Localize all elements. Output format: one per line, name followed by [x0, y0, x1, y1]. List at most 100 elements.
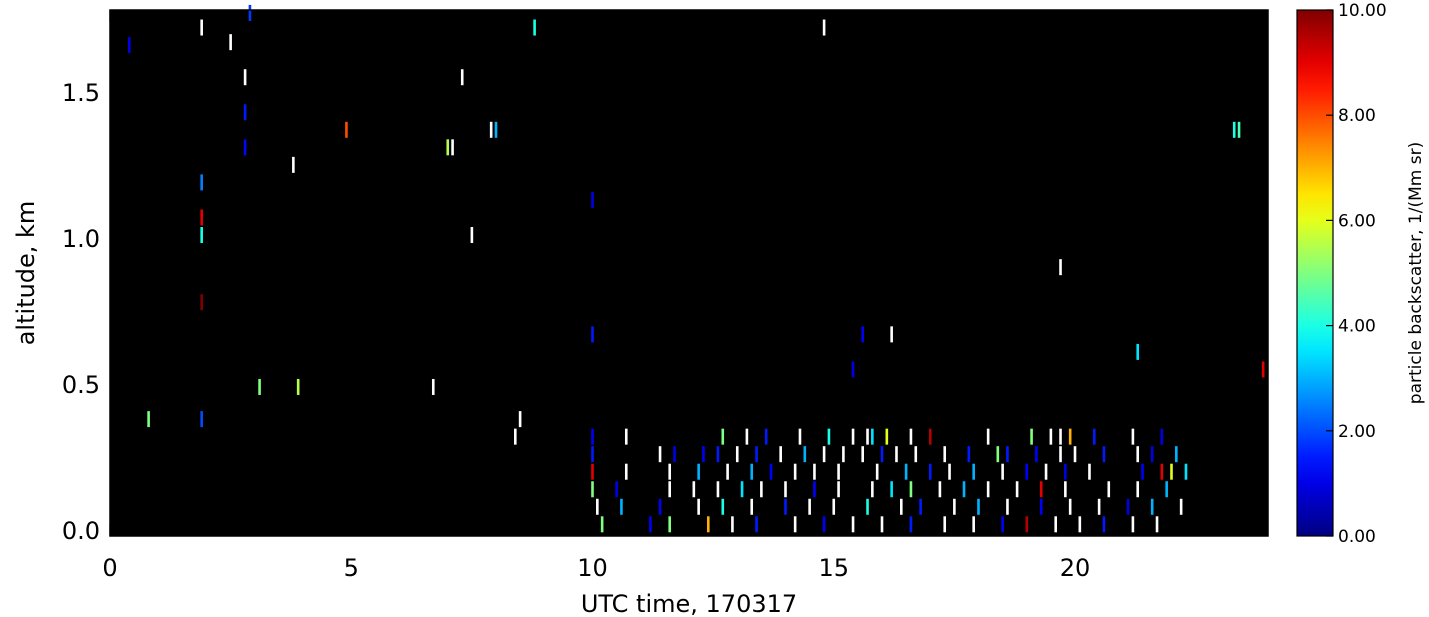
data-cell [431, 378, 435, 395]
data-cell [1179, 498, 1183, 515]
data-cell [909, 428, 913, 445]
data-cell [938, 481, 942, 498]
data-cell [948, 463, 951, 480]
data-cell [1006, 446, 1009, 463]
data-cell [986, 481, 990, 498]
data-cell [1237, 121, 1241, 138]
data-cell [793, 516, 797, 533]
data-cell [1049, 428, 1053, 445]
data-cell [875, 463, 879, 480]
data-cell [147, 411, 150, 428]
x-tick-label: 5 [344, 554, 359, 582]
data-cell [200, 294, 203, 311]
data-cell [1025, 463, 1029, 480]
data-cell [615, 481, 618, 498]
data-cell [1102, 516, 1106, 533]
colorbar-tick-label: 6.00 [1338, 211, 1376, 231]
colorbar-title: particle backscatter, 1/(Mm sr) [1406, 142, 1426, 404]
data-cell [871, 481, 874, 498]
data-cell [784, 498, 787, 515]
data-cell [928, 463, 932, 480]
data-cell [972, 463, 975, 480]
data-cell [591, 446, 594, 463]
data-cell [1015, 481, 1019, 498]
data-cell [128, 37, 131, 54]
data-cell [750, 498, 754, 515]
data-cell [851, 428, 855, 445]
data-cell [1232, 121, 1236, 138]
data-cell [1073, 446, 1077, 463]
data-cell [953, 498, 956, 515]
data-cell [866, 498, 869, 515]
y-tick-label: 1.0 [62, 225, 100, 253]
data-cell [750, 463, 754, 480]
data-cell [837, 481, 840, 498]
data-cell [1068, 428, 1072, 445]
data-cell [808, 498, 811, 515]
data-cell [813, 481, 816, 498]
data-cell [1131, 428, 1135, 445]
data-cell [1035, 446, 1038, 463]
data-cell [1068, 498, 1072, 515]
data-cell [624, 463, 628, 480]
data-cell [1141, 463, 1144, 480]
data-cell [784, 481, 787, 498]
data-cell [827, 428, 831, 445]
data-cell [1006, 498, 1009, 515]
data-cell [900, 498, 903, 515]
data-cell [866, 428, 869, 445]
data-cell [895, 446, 898, 463]
y-axis-title: altitude, km [12, 201, 40, 346]
data-cells [128, 4, 1265, 533]
data-cell [692, 481, 696, 498]
data-cell [904, 463, 908, 480]
data-cell [229, 34, 232, 51]
data-cell [793, 463, 797, 480]
data-cell [451, 139, 454, 156]
data-cell [697, 498, 700, 515]
data-cell [943, 516, 947, 533]
data-cell [1136, 343, 1140, 360]
data-cell [1261, 361, 1265, 378]
data-cell [1030, 428, 1033, 445]
data-cell [1039, 498, 1043, 515]
data-cell [258, 378, 261, 395]
data-cell [668, 463, 671, 480]
data-cell [1093, 428, 1096, 445]
data-cell [764, 428, 768, 445]
data-cell [745, 428, 749, 445]
data-cell [1064, 481, 1067, 498]
data-cell [697, 463, 700, 480]
data-cell [1160, 428, 1164, 445]
data-cell [668, 481, 671, 498]
data-cell [832, 498, 836, 515]
data-cell [861, 446, 864, 463]
data-cell [735, 446, 739, 463]
data-cell [822, 446, 826, 463]
data-cell [345, 121, 348, 138]
data-cell [470, 227, 474, 244]
y-tick-label: 0.0 [62, 517, 100, 545]
x-axis-title: UTC time, 170317 [581, 590, 797, 617]
data-cell [1170, 463, 1173, 480]
data-cell [914, 446, 918, 463]
colorbar-tick-label: 8.00 [1338, 106, 1376, 126]
data-cell [972, 516, 975, 533]
data-cell [740, 481, 744, 498]
data-cell [726, 463, 729, 480]
data-cell [243, 69, 247, 86]
data-cell [1136, 446, 1140, 463]
colorbar-tick-label: 10.00 [1338, 1, 1387, 21]
data-cell [1136, 481, 1140, 498]
y-axis: 0.0 0.5 1.0 1.5 [62, 79, 1268, 545]
data-cell [1059, 259, 1062, 276]
x-tick-label: 20 [1060, 554, 1091, 582]
data-cell [1102, 446, 1106, 463]
data-cell [822, 516, 826, 533]
data-cell [1155, 516, 1159, 533]
data-cell [837, 463, 840, 480]
data-cell [822, 19, 826, 36]
data-cell [977, 498, 980, 515]
data-cell [1001, 516, 1004, 533]
